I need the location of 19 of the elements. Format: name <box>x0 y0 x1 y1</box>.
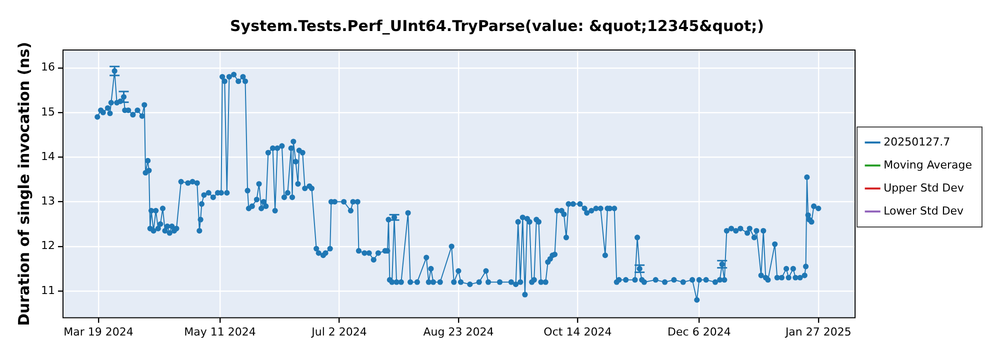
y-axis-title: Duration of single invocation (ns) <box>14 42 33 326</box>
chart-title: System.Tests.Perf_UInt64.TryParse(value: &quot;12345&quot;) <box>230 16 764 35</box>
x-tick-label: Dec 6 2024 <box>668 325 731 338</box>
legend-label: 20250127.7 <box>884 135 950 148</box>
x-tick-label: May 11 2024 <box>184 325 256 338</box>
y-tick-label: 13 <box>40 194 55 208</box>
legend-label: Lower Std Dev <box>884 204 964 218</box>
y-tick-label: 16 <box>40 60 55 74</box>
x-tick-label: Jan 27 2025 <box>784 325 852 338</box>
y-tick-label: 14 <box>40 150 55 163</box>
x-tick-label: Aug 23 2024 <box>423 325 494 338</box>
legend-label: Moving Average <box>884 158 972 172</box>
y-tick-label: 11 <box>40 284 55 297</box>
x-tick-label: Mar 19 2024 <box>64 325 134 338</box>
y-tick-label: 15 <box>40 105 55 118</box>
x-tick-label: Oct 14 2024 <box>544 325 612 338</box>
legend-label: Upper Std Dev <box>884 181 964 194</box>
y-tick-label: 12 <box>40 239 55 252</box>
x-tick-label: Jul 2 2024 <box>310 325 367 338</box>
